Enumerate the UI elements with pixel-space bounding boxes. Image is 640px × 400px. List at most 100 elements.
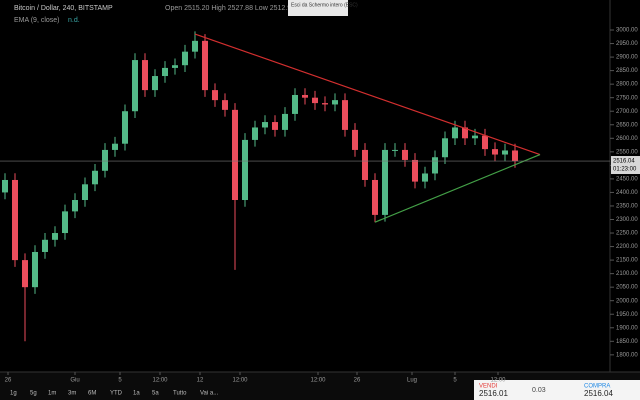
candle-body bbox=[72, 200, 78, 212]
candle-body bbox=[142, 60, 148, 91]
y-tick-label: 2350.00 bbox=[616, 204, 638, 210]
candle-body bbox=[122, 111, 128, 144]
x-tick-label: 12:00 bbox=[310, 378, 326, 384]
last-price-box bbox=[611, 156, 640, 175]
y-tick-label: 2050.00 bbox=[616, 285, 638, 291]
y-tick-label: 2800.00 bbox=[616, 82, 638, 88]
candle-body bbox=[112, 143, 118, 150]
candle-body bbox=[392, 149, 398, 151]
y-tick-label: 2400.00 bbox=[616, 190, 638, 196]
y-tick-label: 2950.00 bbox=[616, 41, 638, 47]
x-tick-label: 12:00 bbox=[232, 378, 248, 384]
x-tick-label: 12:00 bbox=[152, 378, 168, 384]
candle-body bbox=[222, 100, 228, 110]
y-tick-label: 2100.00 bbox=[616, 271, 638, 277]
candle-body bbox=[442, 138, 448, 158]
x-tick-label: 26 bbox=[354, 378, 361, 384]
candle-body bbox=[252, 127, 258, 140]
x-tick-label: 5 bbox=[453, 378, 457, 384]
candle-body bbox=[282, 113, 288, 130]
candle-body bbox=[132, 60, 138, 112]
buy-label[interactable]: COMPRA bbox=[584, 384, 610, 390]
buy-price[interactable]: 2516.04 bbox=[584, 389, 613, 398]
y-tick-label: 2650.00 bbox=[616, 122, 638, 128]
range-button[interactable]: 1a bbox=[133, 391, 140, 397]
range-button[interactable]: 6M bbox=[88, 391, 96, 397]
candle-body bbox=[102, 149, 108, 171]
candle-body bbox=[302, 94, 308, 98]
y-tick-label: 2200.00 bbox=[616, 244, 638, 250]
sell-price[interactable]: 2516.01 bbox=[479, 389, 508, 398]
candle-body bbox=[62, 211, 68, 234]
candle-body bbox=[382, 149, 388, 215]
tooltip-box bbox=[288, 0, 348, 16]
candle-body bbox=[42, 239, 48, 252]
range-button[interactable]: YTD bbox=[110, 391, 123, 397]
candle-body bbox=[352, 129, 358, 150]
candle-body bbox=[292, 94, 298, 114]
candle-body bbox=[412, 159, 418, 182]
candle-body bbox=[432, 157, 438, 174]
candle-body bbox=[152, 76, 158, 91]
tooltip: Esci da Schermo intero (ESC) bbox=[291, 2, 358, 8]
candle-body bbox=[32, 251, 38, 288]
candle-body bbox=[472, 135, 478, 139]
indicator-name: EMA (9, close) bbox=[14, 17, 60, 24]
y-tick-label: 1900.00 bbox=[616, 325, 638, 331]
candle-body bbox=[22, 260, 28, 288]
last-time: 01:23:00 bbox=[613, 167, 637, 173]
y-tick-label: 1950.00 bbox=[616, 312, 638, 318]
x-tick-label: 12 bbox=[197, 378, 204, 384]
candle-body bbox=[272, 122, 278, 130]
range-button[interactable]: 1m bbox=[48, 391, 56, 397]
indicator-value: n.d. bbox=[68, 17, 80, 24]
candle-body bbox=[342, 100, 348, 130]
trendline bbox=[194, 33, 541, 156]
candle-body bbox=[372, 179, 378, 215]
candle-body bbox=[312, 97, 318, 104]
spread: 0.03 bbox=[532, 387, 546, 394]
range-button[interactable]: 5a bbox=[152, 391, 159, 397]
candle-body bbox=[192, 40, 198, 52]
candle-body bbox=[402, 149, 408, 160]
candle-body bbox=[162, 67, 168, 77]
candle-body bbox=[202, 40, 208, 91]
trade-panel bbox=[474, 380, 640, 400]
candle-body bbox=[232, 109, 238, 201]
range-button[interactable]: Vai a... bbox=[200, 391, 219, 397]
y-tick-label: 3000.00 bbox=[616, 28, 638, 34]
candle-body bbox=[452, 127, 458, 139]
y-tick-label: 2700.00 bbox=[616, 109, 638, 115]
candle-body bbox=[462, 127, 468, 139]
y-tick-label: 2300.00 bbox=[616, 217, 638, 223]
x-tick-label: 26 bbox=[5, 378, 12, 384]
symbol: Bitcoin / Dollar, 240, BITSTAMP bbox=[14, 5, 113, 12]
range-button[interactable]: 5g bbox=[30, 391, 37, 397]
candle-body bbox=[482, 135, 488, 150]
candle-body bbox=[422, 173, 428, 182]
candle-body bbox=[2, 179, 8, 193]
trendline bbox=[374, 153, 541, 223]
candle-body bbox=[332, 100, 338, 105]
y-tick-label: 2550.00 bbox=[616, 149, 638, 155]
y-tick-label: 2250.00 bbox=[616, 231, 638, 237]
x-tick-label: 12:00 bbox=[490, 378, 506, 384]
candle-body bbox=[502, 150, 508, 155]
y-tick-label: 2850.00 bbox=[616, 68, 638, 74]
x-tick-label: Lug bbox=[407, 378, 417, 384]
y-tick-label: 1800.00 bbox=[616, 352, 638, 358]
candle-body bbox=[182, 51, 188, 66]
y-tick-label: 2150.00 bbox=[616, 258, 638, 264]
candle-body bbox=[212, 90, 218, 101]
candle-body bbox=[52, 233, 58, 240]
candle-body bbox=[92, 170, 98, 185]
y-tick-label: 2750.00 bbox=[616, 95, 638, 101]
range-button[interactable]: 3m bbox=[68, 391, 76, 397]
range-button[interactable]: 1g bbox=[10, 391, 17, 397]
range-button[interactable]: Tutto bbox=[173, 391, 187, 397]
sell-label[interactable]: VENDI bbox=[479, 384, 498, 390]
y-tick-label: 2450.00 bbox=[616, 176, 638, 182]
